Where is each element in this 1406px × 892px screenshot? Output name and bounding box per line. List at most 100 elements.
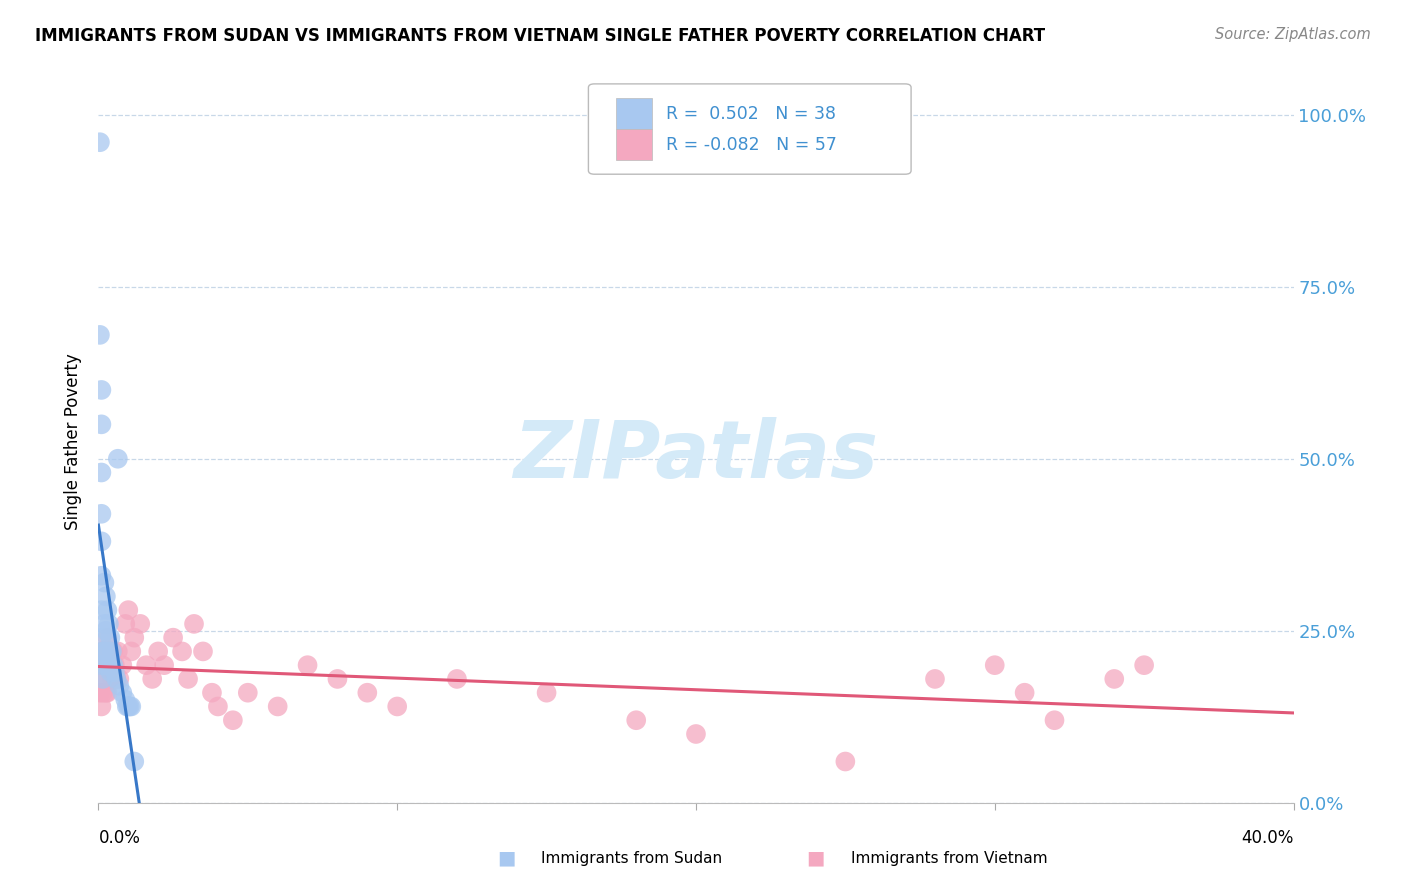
Point (183, 616, 205, 631)
Point (91, 672, 114, 686)
Text: Source: ZipAtlas.com: Source: ZipAtlas.com (1215, 27, 1371, 42)
Point (94, 590, 117, 604)
Point (90, 699, 112, 714)
Point (89, 658, 111, 673)
Point (101, 672, 124, 686)
Text: 40.0%: 40.0% (1241, 829, 1294, 847)
Point (111, 686, 134, 700)
Point (104, 665, 127, 679)
Point (326, 672, 349, 686)
Text: ■: ■ (806, 848, 825, 868)
Point (297, 658, 319, 673)
Point (114, 692, 136, 706)
Point (103, 644, 125, 658)
Point (104, 658, 127, 673)
Point (93, 616, 115, 631)
Point (96, 603, 118, 617)
Point (93, 644, 115, 658)
Point (124, 631, 146, 645)
Point (89, 327, 111, 342)
Point (626, 713, 648, 727)
Text: ■: ■ (496, 848, 516, 868)
Point (90, 644, 112, 658)
Point (94, 658, 117, 673)
Point (91, 644, 114, 658)
Point (201, 686, 224, 700)
Point (96, 631, 118, 645)
Text: ZIPatlas: ZIPatlas (513, 417, 879, 495)
Point (834, 755, 856, 769)
Point (120, 699, 142, 714)
Point (93, 644, 115, 658)
Point (93, 575, 115, 590)
Point (90, 507, 112, 521)
Point (1043, 713, 1066, 727)
Point (91, 658, 114, 673)
Point (1104, 672, 1126, 686)
Point (129, 616, 152, 631)
Point (97, 644, 120, 658)
Point (94, 624, 117, 638)
Point (105, 672, 128, 686)
Point (114, 616, 136, 631)
Point (90, 631, 112, 645)
Point (115, 699, 138, 714)
Point (90, 568, 112, 582)
Point (105, 672, 128, 686)
Point (267, 699, 290, 714)
Point (90, 417, 112, 432)
Point (162, 631, 184, 645)
Point (98, 631, 122, 645)
Point (536, 686, 558, 700)
Text: IMMIGRANTS FROM SUDAN VS IMMIGRANTS FROM VIETNAM SINGLE FATHER POVERTY CORRELATI: IMMIGRANTS FROM SUDAN VS IMMIGRANTS FROM… (35, 27, 1045, 45)
Point (222, 713, 245, 727)
Point (91, 686, 114, 700)
Point (90, 658, 112, 673)
Point (89, 686, 111, 700)
Point (356, 686, 378, 700)
Point (96, 686, 118, 700)
Point (385, 699, 409, 714)
Text: R = -0.082   N = 57: R = -0.082 N = 57 (666, 136, 837, 153)
Point (96, 644, 118, 658)
Point (236, 686, 259, 700)
Point (135, 658, 157, 673)
Point (191, 644, 214, 658)
Point (446, 672, 468, 686)
Point (89, 135, 111, 149)
Point (117, 699, 139, 714)
Point (172, 644, 194, 658)
Text: 0.0%: 0.0% (98, 829, 141, 847)
Point (120, 644, 142, 658)
Point (90, 672, 112, 686)
Point (94, 658, 117, 673)
FancyBboxPatch shape (616, 129, 652, 160)
Point (177, 672, 200, 686)
Point (108, 672, 131, 686)
Point (124, 755, 146, 769)
Text: Immigrants from Vietnam: Immigrants from Vietnam (851, 851, 1047, 865)
Point (117, 603, 139, 617)
FancyBboxPatch shape (616, 98, 652, 128)
Point (97, 658, 120, 673)
Point (103, 658, 125, 673)
Point (101, 644, 124, 658)
Point (148, 644, 170, 658)
Point (97, 616, 120, 631)
Point (90, 534, 112, 549)
Point (141, 672, 163, 686)
Point (1014, 686, 1036, 700)
FancyBboxPatch shape (589, 84, 911, 174)
Point (90, 603, 112, 617)
Point (924, 672, 946, 686)
Point (685, 727, 707, 741)
Point (107, 644, 129, 658)
Point (98, 665, 122, 679)
Text: R =  0.502   N = 38: R = 0.502 N = 38 (666, 104, 837, 122)
Text: Immigrants from Sudan: Immigrants from Sudan (541, 851, 723, 865)
Point (1133, 658, 1156, 673)
Point (90, 466, 112, 480)
Point (107, 451, 129, 466)
Point (93, 672, 115, 686)
Point (90, 383, 112, 397)
